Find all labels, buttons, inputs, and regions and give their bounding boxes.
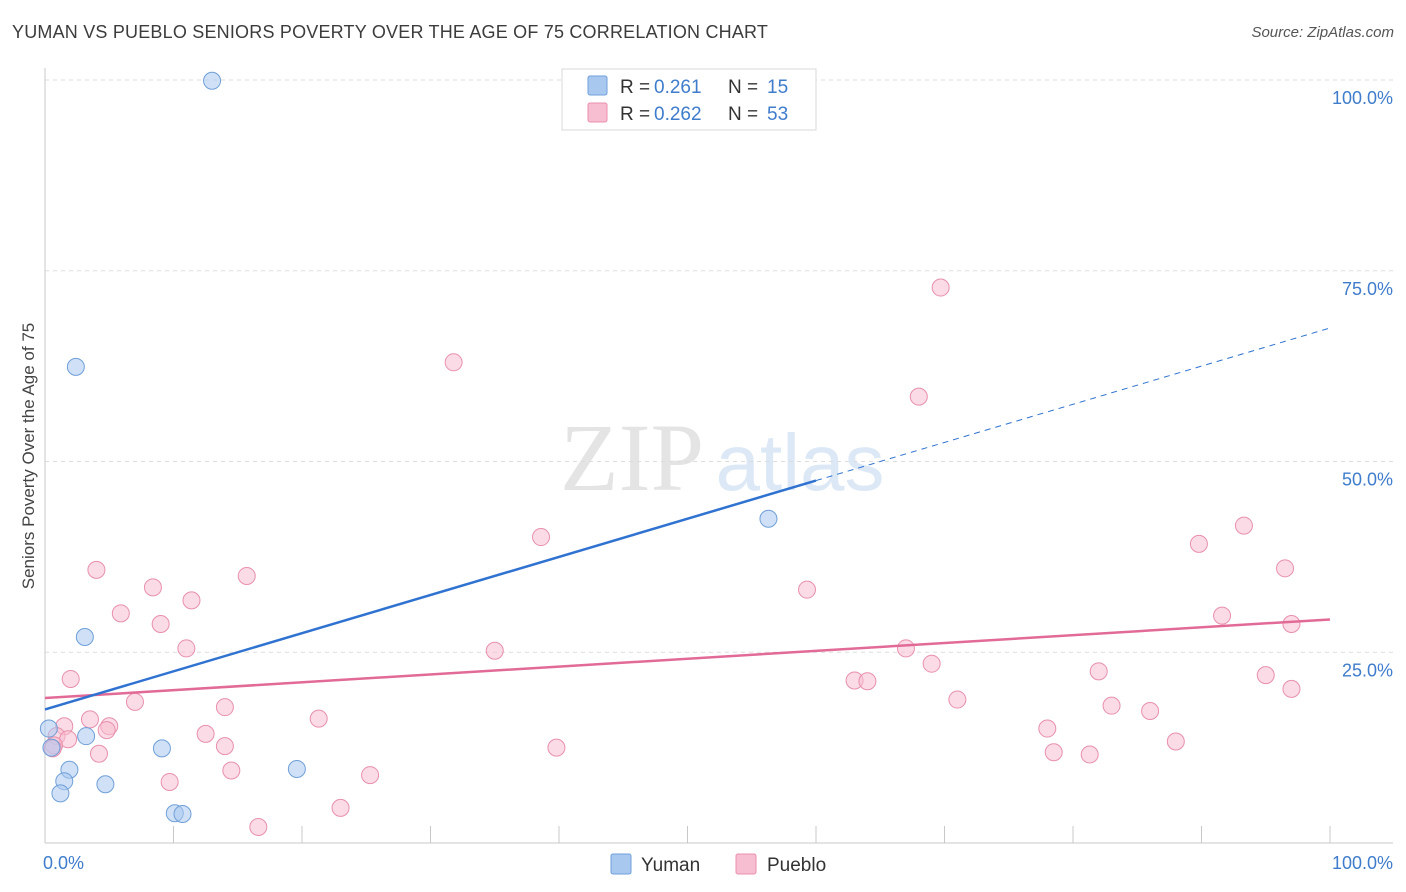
pueblo-point [444,353,463,372]
pueblo-point [215,698,234,717]
yuman-point [75,627,94,646]
pueblo-points [43,278,1301,836]
pueblo-point [1166,732,1185,751]
pueblo-point [222,761,241,780]
yuman-point [287,759,306,778]
legend-n-value-yuman: 15 [767,77,788,98]
x-tick-label: 0.0% [43,853,84,873]
pueblo-point [909,387,928,406]
legend-r-value-pueblo: 0.262 [654,104,702,125]
pueblo-point [1234,516,1253,535]
yuman-point [66,357,85,376]
yuman-point [152,739,171,758]
legend-r-label-pueblo: R = [620,104,650,125]
x-tick-labels: 0.0% 100.0% [43,853,1393,873]
legend-n-value-pueblo: 53 [767,104,788,125]
pueblo-point [922,654,941,673]
legend-r-value-yuman: 0.261 [654,77,702,98]
pueblo-point [249,817,268,836]
legend-n-label-pueblo: N = [728,104,758,125]
pueblo-point [1089,662,1108,681]
yuman-points [39,71,778,824]
pueblo-point [151,615,170,634]
pueblo-point [1102,696,1121,715]
y-tick-labels: 100.0% 75.0% 50.0% 25.0% [1332,88,1393,680]
pueblo-point [61,669,80,688]
bottom-legend-swatch-yuman [610,853,632,875]
yuman-point [51,784,70,803]
yuman-point [39,719,58,738]
pueblo-point [182,591,201,610]
axes [44,68,1393,844]
pueblo-point [1141,702,1160,721]
bottom-legend-label-pueblo: Pueblo [767,855,826,876]
y-tick-label: 50.0% [1342,470,1393,490]
pueblo-point [931,278,950,297]
bottom-legend-swatch-pueblo [735,853,757,875]
yuman-trend-extension [815,327,1331,482]
pueblo-point [361,766,380,785]
pueblo-point [309,709,328,728]
pueblo-point [1213,606,1232,625]
yuman-point [96,775,115,794]
y-tick-label: 75.0% [1342,279,1393,299]
watermark-zip: ZIP [560,404,704,511]
watermark-atlas: atlas [716,418,885,507]
pueblo-point [237,566,256,585]
pueblo-point [1080,745,1099,764]
pueblo-point [532,528,551,547]
pueblo-point [858,672,877,691]
pueblo-point [1044,743,1063,762]
pueblo-point [1282,615,1301,634]
pueblo-point [896,639,915,658]
legend-r-label-yuman: R = [620,77,650,98]
pueblo-point [111,604,130,623]
legend-n-label-yuman: N = [728,77,758,98]
pueblo-point [215,737,234,756]
yuman-point [203,71,222,90]
pueblo-point [547,738,566,757]
pueblo-trend-line [44,618,1331,700]
yuman-trend-line [44,479,817,711]
pueblo-point [1256,666,1275,685]
yuman-point [77,727,96,746]
bottom-legend-label-yuman: Yuman [641,855,700,876]
pueblo-point [948,690,967,709]
pueblo-point [331,798,350,817]
pueblo-point [485,641,504,660]
pueblo-point [1282,679,1301,698]
yuman-point [759,509,778,528]
pueblo-point [1276,559,1295,578]
correlation-legend: R = 0.261 N = 15 R = 0.262 N = 53 [561,68,817,131]
pueblo-point [1038,719,1057,738]
x-tick-label: 100.0% [1332,853,1393,873]
pueblo-point [196,724,215,743]
pueblo-point [89,744,108,763]
series-legend: Yuman Pueblo [610,853,826,876]
pueblo-point [87,560,106,579]
y-tick-label: 25.0% [1342,660,1393,680]
pueblo-point [177,639,196,658]
y-axis-label: Seniors Poverty Over the Age of 75 [19,323,38,589]
gridlines [45,79,1393,653]
pueblo-point [1189,534,1208,553]
pueblo-point [80,710,99,729]
chart-source: Source: ZipAtlas.com [1251,24,1394,41]
y-tick-label: 100.0% [1332,88,1393,108]
pueblo-point [160,772,179,791]
pueblo-point [125,692,144,711]
yuman-point [42,738,61,757]
chart-title: YUMAN VS PUEBLO SENIORS POVERTY OVER THE… [12,22,769,42]
trend-lines [44,327,1331,711]
yuman-point [173,805,192,824]
pueblo-point [143,578,162,597]
legend-swatch-pueblo [587,102,608,123]
pueblo-point [798,580,817,599]
legend-swatch-yuman [587,75,608,96]
pueblo-point [97,721,116,740]
